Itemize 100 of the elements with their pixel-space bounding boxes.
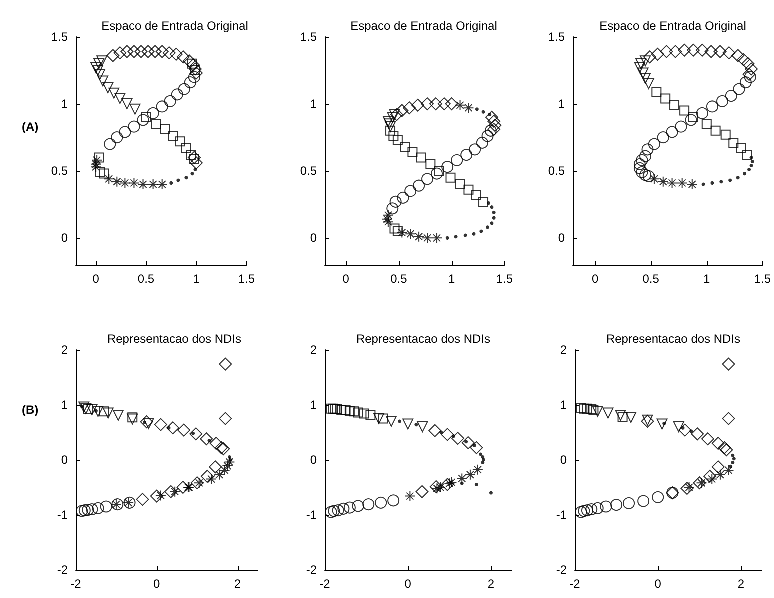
point [640, 150, 652, 162]
point [428, 424, 442, 438]
y-tick-label: 1.5 [300, 30, 318, 44]
point [676, 178, 688, 189]
point [579, 404, 590, 414]
point [94, 58, 105, 70]
point [586, 504, 598, 516]
y-tick-label: -2 [57, 563, 68, 577]
point [578, 505, 590, 518]
y-tick-label: 0 [61, 453, 68, 467]
point [731, 454, 735, 458]
point [120, 45, 134, 58]
point [615, 410, 626, 421]
point [90, 162, 102, 173]
point [168, 131, 178, 142]
point [414, 231, 425, 242]
point [725, 90, 738, 102]
point [482, 110, 486, 114]
x-tick-label: 1.5 [496, 272, 514, 286]
point [732, 457, 736, 461]
point [438, 98, 451, 111]
point [398, 420, 402, 424]
point [374, 413, 385, 424]
x-tick-label: 0.5 [390, 272, 408, 286]
point [710, 181, 714, 185]
point [490, 206, 494, 210]
point [160, 124, 170, 135]
point [592, 502, 604, 514]
point [378, 414, 388, 424]
point [167, 426, 171, 430]
point [470, 441, 484, 454]
point [138, 179, 149, 190]
point [400, 142, 410, 152]
point [336, 404, 347, 415]
point [431, 168, 444, 180]
chart-title: Espaco de Entrada Original [600, 19, 746, 33]
point [224, 456, 236, 468]
point [162, 46, 176, 60]
x-tick-label: -2 [570, 577, 581, 591]
point [592, 406, 604, 418]
point [386, 126, 396, 136]
point [488, 119, 502, 132]
point [479, 452, 483, 456]
y-tick-label: 1 [61, 97, 68, 112]
point [720, 444, 734, 457]
point [464, 184, 474, 195]
point [475, 108, 479, 112]
point [658, 176, 669, 188]
point [696, 44, 709, 57]
point [693, 476, 706, 490]
point [673, 422, 684, 432]
point [228, 456, 232, 459]
point [390, 196, 402, 208]
point [460, 149, 473, 162]
point [128, 178, 140, 189]
point [657, 132, 670, 144]
chart-title: Espaco de Entrada Original [350, 19, 498, 33]
point [382, 216, 394, 228]
point [188, 62, 202, 76]
point [690, 430, 694, 434]
point [382, 116, 394, 127]
point [485, 110, 498, 124]
point [492, 210, 496, 214]
point [106, 49, 120, 62]
point [190, 428, 203, 441]
point [210, 437, 223, 450]
point [426, 159, 436, 170]
y-tick-label: 0.5 [51, 164, 68, 178]
point [643, 50, 656, 64]
point [656, 418, 668, 430]
point [487, 202, 491, 206]
point [353, 408, 364, 418]
point [170, 181, 174, 185]
y-tick-label: 0.5 [548, 164, 566, 178]
y-tick-label: 0 [560, 453, 568, 467]
point [175, 136, 186, 147]
point [481, 456, 485, 459]
point [178, 83, 190, 96]
point [387, 112, 398, 123]
point [147, 107, 160, 120]
point [92, 154, 103, 166]
point [208, 439, 212, 442]
point [352, 500, 364, 512]
point [643, 78, 654, 90]
point [750, 160, 754, 164]
point [92, 65, 104, 76]
y-tick-label: 2 [61, 343, 68, 357]
point [740, 76, 752, 89]
x-tick-label: 0 [342, 272, 350, 286]
point [94, 152, 104, 163]
y-tick-label: 1 [310, 97, 318, 112]
point [384, 118, 395, 130]
y-tick-label: -1 [57, 508, 68, 522]
point [366, 410, 376, 420]
y-tick-label: 1 [558, 97, 566, 112]
point [716, 95, 728, 108]
point [397, 192, 410, 204]
y-tick-label: 0 [61, 231, 68, 246]
point [170, 486, 181, 498]
point [636, 166, 648, 178]
